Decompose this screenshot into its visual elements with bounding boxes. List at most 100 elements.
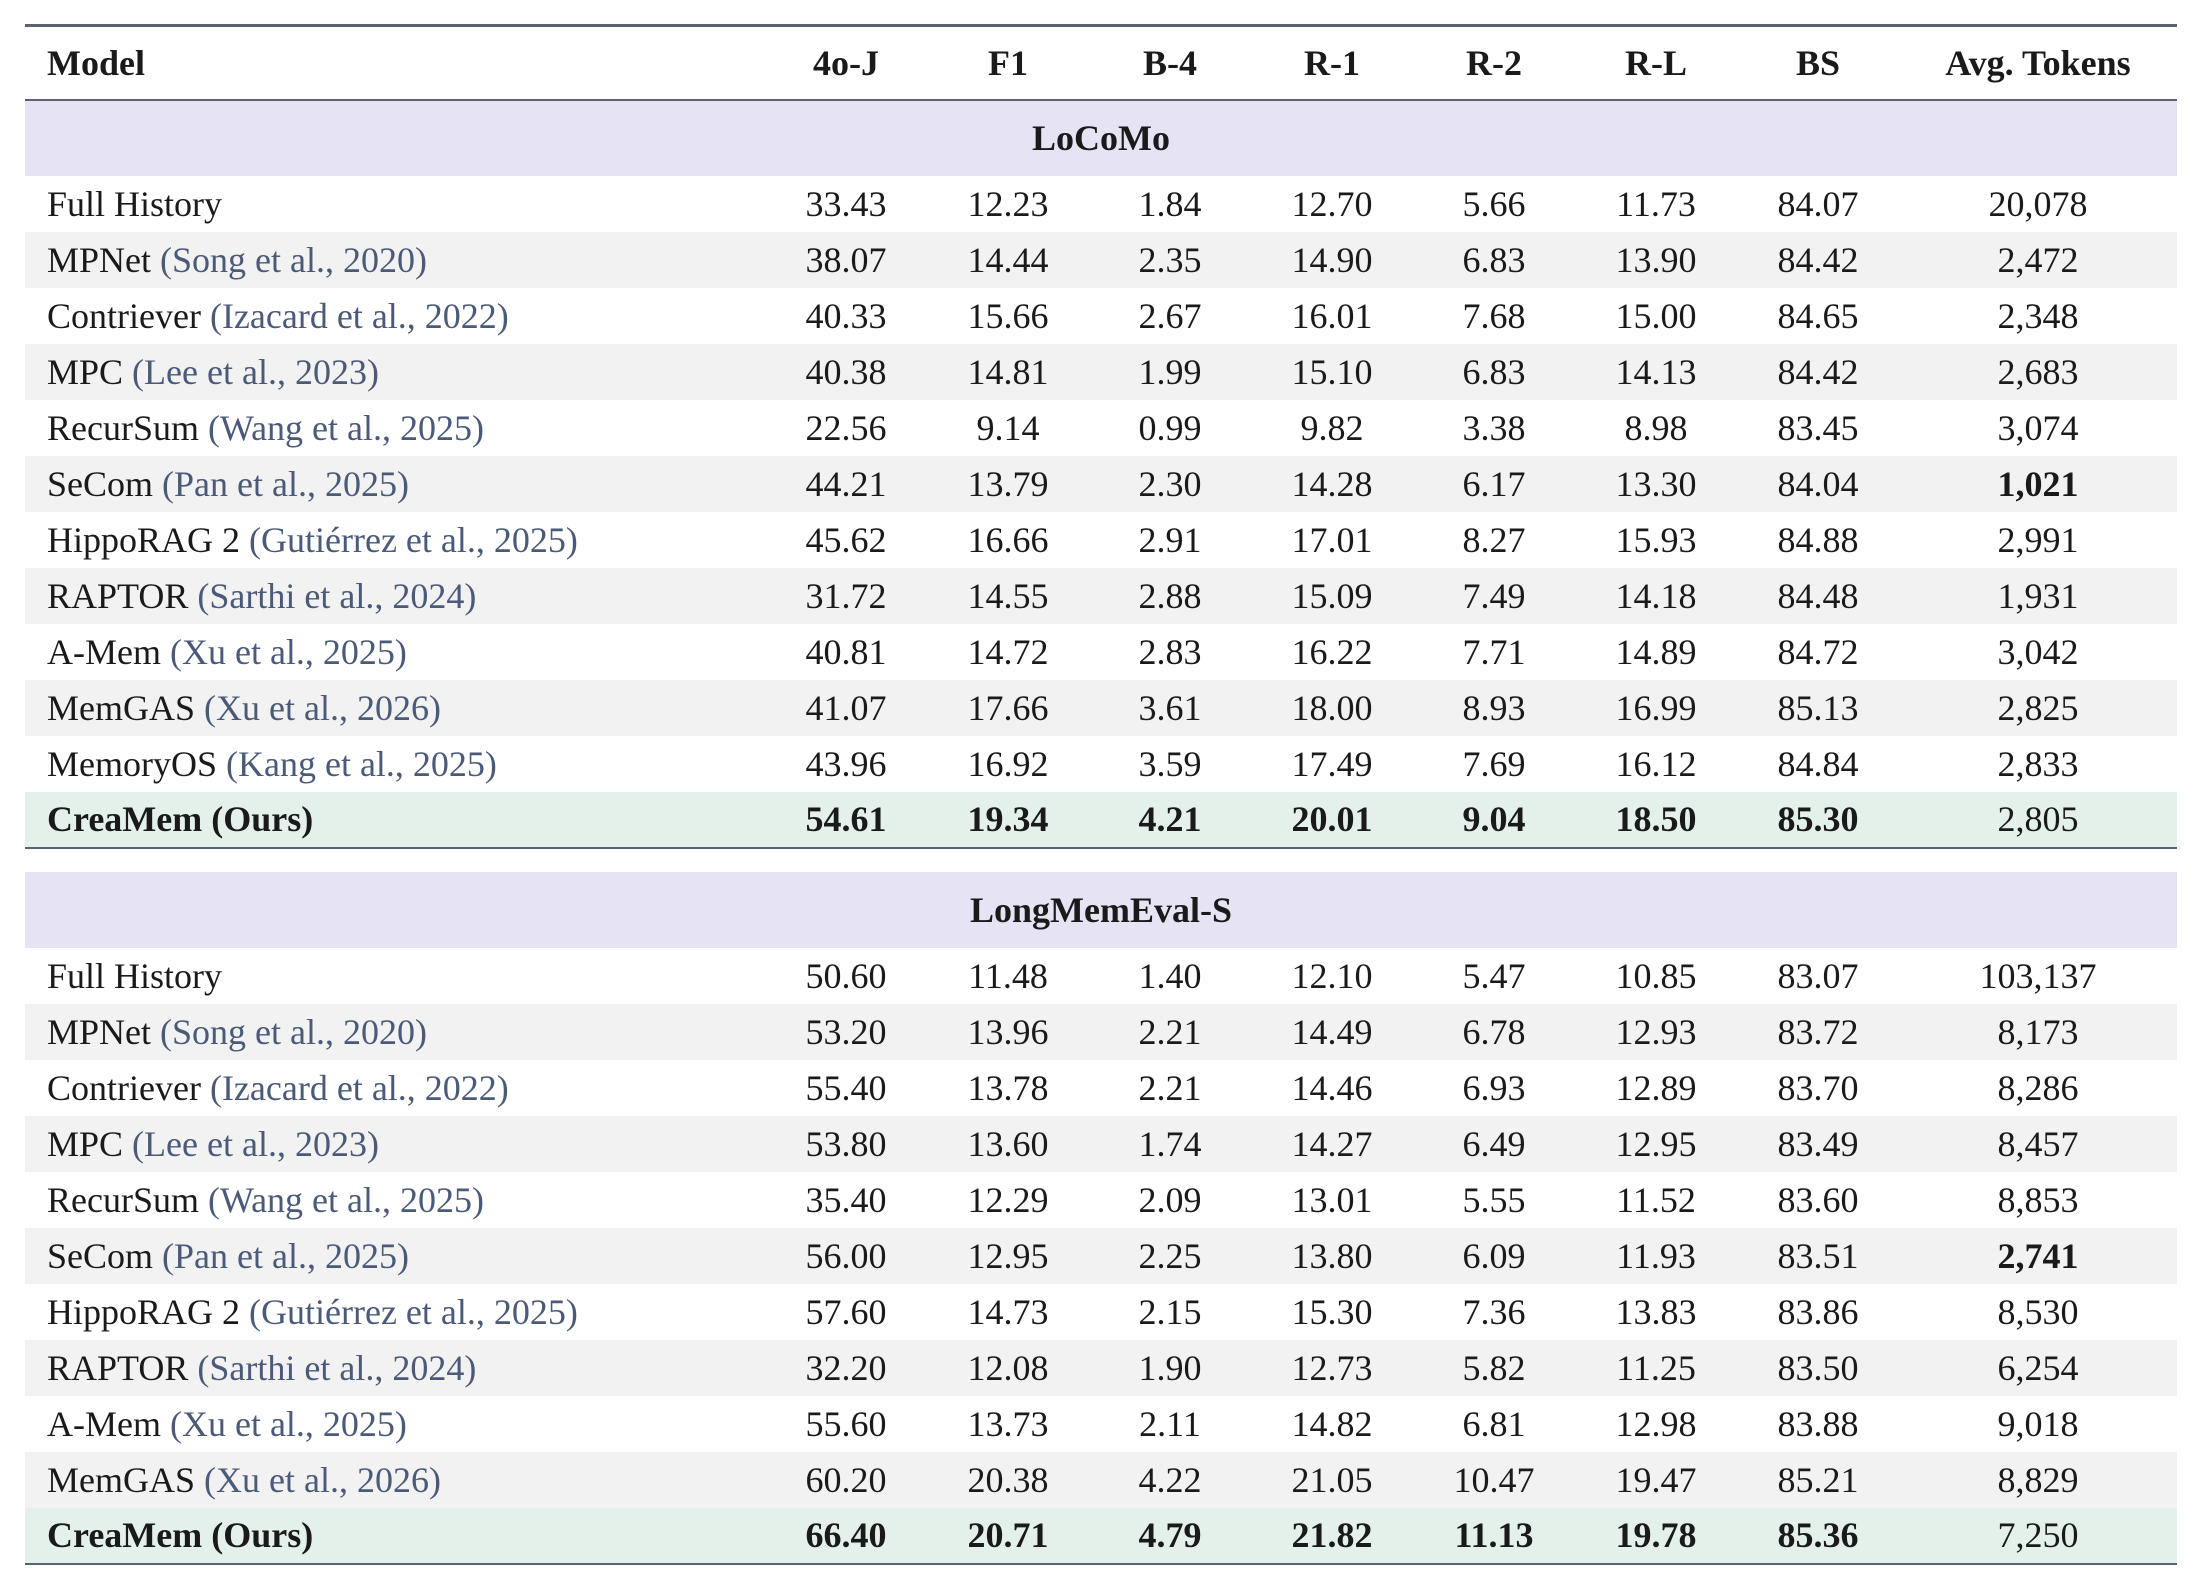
citation-link[interactable]: (Kang et al., 2025) — [226, 743, 497, 784]
value-cell: 2,805 — [1899, 791, 2177, 849]
citation-link[interactable]: (Wang et al., 2025) — [207, 1179, 484, 1220]
model-cell: RecurSum (Wang et al., 2025) — [25, 400, 765, 456]
table-row: MPNet (Song et al., 2020) 53.20 13.96 2.21 1… — [25, 1003, 2177, 1060]
value-cell: 2.67 — [1138, 295, 1202, 336]
value-cell: 19.47 — [1615, 1459, 1697, 1500]
value-cell: 8,530 — [1997, 1291, 2079, 1332]
value-cell: 2.35 — [1138, 239, 1202, 280]
value-cell: 13.96 — [967, 1011, 1049, 1052]
value-cell: 6.81 — [1462, 1403, 1526, 1444]
citation-link[interactable]: (Pan et al., 2025) — [162, 463, 409, 504]
citation-link[interactable]: (Sarthi et al., 2024) — [197, 575, 477, 616]
value-cell: 5.47 — [1462, 955, 1526, 996]
value-cell: 7.68 — [1462, 295, 1526, 336]
value-cell: 19.78 — [1575, 1507, 1737, 1565]
value-cell: 13.90 — [1615, 239, 1697, 280]
value-cell: 14.73 — [967, 1291, 1049, 1332]
model-cell: MPC (Lee et al., 2023) — [25, 344, 765, 400]
value-cell: 14.89 — [1615, 631, 1697, 672]
value-cell: 55.60 — [805, 1403, 887, 1444]
value-cell: 4.22 — [1138, 1459, 1202, 1500]
citation-link[interactable]: (Sarthi et al., 2024) — [197, 1347, 477, 1388]
value-cell: 83.07 — [1777, 955, 1859, 996]
value-cell: 83.51 — [1777, 1235, 1859, 1276]
citation-link[interactable]: (Lee et al., 2023) — [132, 351, 379, 392]
ours-row: CreaMem (Ours) 66.40 20.71 4.79 21.82 11.13 19… — [25, 1507, 2177, 1565]
model-cell: Contriever (Izacard et al., 2022) — [25, 288, 765, 344]
value-cell: 43.96 — [805, 743, 887, 784]
value-cell: 84.48 — [1777, 575, 1859, 616]
table-row: MPNet (Song et al., 2020) 38.07 14.44 2.35 1… — [25, 231, 2177, 288]
value-cell: 11.48 — [968, 955, 1048, 996]
table-row: SeCom (Pan et al., 2025) 56.00 12.95 2.25 13… — [25, 1227, 2177, 1284]
value-cell: 2.83 — [1138, 631, 1202, 672]
value-cell: 13.79 — [967, 463, 1049, 504]
model-name: A-Mem — [47, 1403, 161, 1444]
table-row: RAPTOR (Sarthi et al., 2024) 32.20 12.08 1.… — [25, 1339, 2177, 1396]
value-cell: 12.70 — [1291, 183, 1373, 224]
value-cell: 21.82 — [1251, 1507, 1413, 1565]
citation-link[interactable]: (Wang et al., 2025) — [207, 407, 484, 448]
value-cell: 3.38 — [1462, 407, 1526, 448]
value-cell: 20.71 — [927, 1507, 1089, 1565]
value-cell: 31.72 — [805, 575, 887, 616]
citation-link[interactable]: (Xu et al., 2025) — [169, 631, 407, 672]
value-cell: 84.42 — [1777, 239, 1859, 280]
value-cell: 55.40 — [805, 1067, 887, 1108]
table-row: MemGAS (Xu et al., 2026) 60.20 20.38 4.22 21… — [25, 1451, 2177, 1508]
citation-link[interactable]: (Xu et al., 2026) — [204, 1459, 441, 1500]
value-cell: 2.25 — [1138, 1235, 1202, 1276]
value-cell: 103,137 — [1979, 955, 2097, 996]
value-cell: 8.98 — [1624, 407, 1688, 448]
value-cell: 83.50 — [1777, 1347, 1859, 1388]
value-cell: 6,254 — [1997, 1347, 2079, 1388]
value-cell: 2,683 — [1997, 351, 2079, 392]
section-gap — [25, 847, 2177, 872]
value-cell: 14.28 — [1291, 463, 1373, 504]
value-cell: 84.65 — [1777, 295, 1859, 336]
value-cell: 84.04 — [1777, 463, 1859, 504]
value-cell: 12.10 — [1291, 955, 1373, 996]
value-cell: 4.21 — [1089, 791, 1251, 849]
table-row: RecurSum (Wang et al., 2025) 22.56 9.14 0.9… — [25, 400, 2177, 456]
citation-link[interactable]: (Xu et al., 2025) — [169, 1403, 407, 1444]
table-row: RecurSum (Wang et al., 2025) 35.40 12.29 2.… — [25, 1172, 2177, 1228]
value-cell: 9,018 — [1997, 1403, 2079, 1444]
citation-link[interactable]: (Izacard et al., 2022) — [209, 1067, 509, 1108]
model-cell: A-Mem (Xu et al., 2025) — [25, 624, 765, 680]
value-cell: 45.62 — [805, 519, 887, 560]
citation-link[interactable]: (Lee et al., 2023) — [132, 1123, 379, 1164]
value-cell: 2.09 — [1138, 1179, 1202, 1220]
citation-link[interactable]: (Izacard et al., 2022) — [209, 295, 509, 336]
citation-link[interactable]: (Song et al., 2020) — [160, 239, 427, 280]
value-cell: 18.00 — [1291, 687, 1373, 728]
model-name: MPNet — [47, 239, 152, 280]
value-cell: 2,348 — [1997, 295, 2079, 336]
value-cell: 6.78 — [1462, 1011, 1526, 1052]
citation-link[interactable]: (Pan et al., 2025) — [162, 1235, 409, 1276]
value-cell: 40.38 — [805, 351, 887, 392]
value-cell: 40.33 — [805, 295, 887, 336]
citation-link[interactable]: (Gutiérrez et al., 2025) — [249, 1291, 578, 1332]
value-cell: 12.89 — [1615, 1067, 1697, 1108]
value-cell: 38.07 — [805, 239, 887, 280]
section-header-row: LoCoMo — [25, 99, 2177, 176]
value-cell: 83.45 — [1777, 407, 1859, 448]
value-cell: 13.83 — [1615, 1291, 1697, 1332]
citation-link[interactable]: (Gutiérrez et al., 2025) — [249, 519, 578, 560]
header-4o-j: 4o-J — [765, 24, 927, 101]
model-cell: MPNet (Song et al., 2020) — [25, 1004, 765, 1060]
value-cell: 2.21 — [1138, 1011, 1202, 1052]
value-cell: 7.71 — [1462, 631, 1526, 672]
citation-link[interactable]: (Song et al., 2020) — [160, 1011, 427, 1052]
value-cell: 5.66 — [1462, 183, 1526, 224]
value-cell: 2.30 — [1138, 463, 1202, 504]
model-name: SeCom — [47, 1235, 154, 1276]
model-cell: SeCom (Pan et al., 2025) — [25, 1228, 765, 1284]
value-cell: 2,991 — [1997, 519, 2079, 560]
model-name: Full History — [47, 955, 223, 996]
citation-link[interactable]: (Xu et al., 2026) — [204, 687, 441, 728]
model-cell: MemoryOS (Kang et al., 2025) — [25, 736, 765, 792]
value-cell: 5.55 — [1462, 1179, 1526, 1220]
header-b4: B-4 — [1089, 24, 1251, 101]
